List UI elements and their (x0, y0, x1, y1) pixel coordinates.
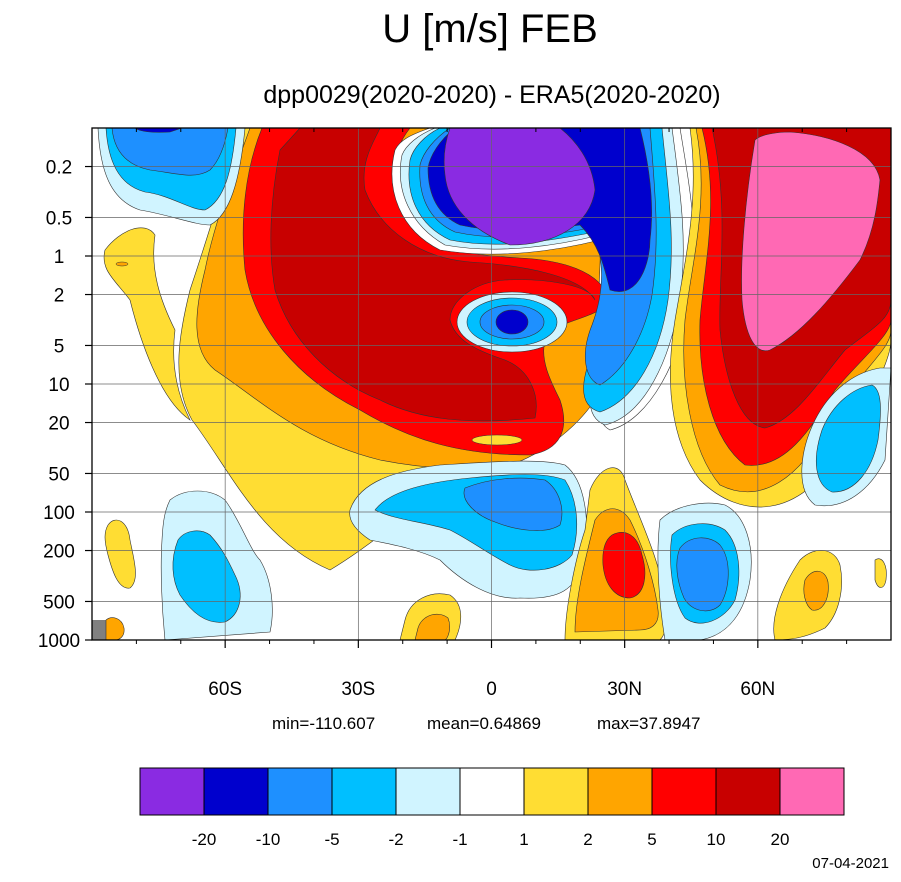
x-tick-label: 30N (607, 679, 642, 700)
y-tick-label: 0.5 (46, 208, 72, 229)
colorbar-label: -2 (388, 830, 403, 849)
colorbar-swatch (651, 767, 717, 816)
y-tick-label: 0.2 (46, 158, 72, 179)
x-tick-label: 60N (740, 679, 775, 700)
region-eq-yellow-streak (471, 434, 523, 446)
colorbar-swatch (203, 767, 269, 816)
grid-lines (92, 128, 891, 640)
colorbar: -20 -10 -5 -2 -1 1 2 5 10 20 (139, 767, 845, 849)
colorbar-label: 10 (707, 830, 726, 849)
colorbar-label: -1 (452, 830, 467, 849)
colorbar-label: -20 (192, 830, 217, 849)
stats-min: min=-110.607 (272, 714, 375, 733)
stats-line: min=-110.607 mean=0.64869 max=37.8947 (272, 714, 701, 733)
y-tick-label: 20 (48, 414, 69, 435)
region-nh-low2-blue (676, 537, 729, 612)
y-tick-label: 100 (43, 503, 75, 524)
colorbar-swatch (139, 767, 205, 816)
x-axis: 60S 30S 0 30N 60N (135, 128, 848, 700)
region-trop-blue (463, 477, 563, 531)
colorbar-label: 1 (519, 830, 528, 849)
x-tick-label: 30S (341, 679, 375, 700)
region-nh-edge-yellow (874, 558, 887, 588)
y-tick-label: 5 (54, 336, 65, 357)
region-vortex-darkblue (495, 309, 529, 335)
region-sh-upper-blue (111, 128, 229, 176)
colorbar-swatch (459, 767, 525, 816)
y-tick-label: 500 (43, 592, 75, 613)
colorbar-swatch (331, 767, 397, 816)
colorbar-swatch (715, 767, 781, 816)
y-tick-label: 2 (54, 286, 65, 307)
region-nh-jet-pink (741, 131, 881, 352)
region-sh-positive-darkred (270, 128, 596, 422)
region-nh-surface-orange (803, 570, 829, 611)
region-eq-negative-purple (443, 128, 596, 246)
y-tick-label: 50 (48, 464, 69, 485)
colorbar-swatch (587, 767, 653, 816)
stats-max: max=37.8947 (597, 714, 701, 733)
y-tick-label: 1000 (38, 631, 80, 652)
colorbar-label: -10 (256, 830, 281, 849)
colorbar-swatch (523, 767, 589, 816)
colorbar-label: 2 (583, 830, 592, 849)
y-tick-label: 10 (48, 375, 69, 396)
y-axis: 0.2 0.5 1 2 5 10 20 50 100 200 500 1000 (38, 158, 92, 652)
region-mid-surface-orange (414, 613, 450, 640)
x-tick-label: 60S (208, 679, 242, 700)
region-nh-low-red (602, 532, 646, 599)
colorbar-label: 20 (771, 830, 790, 849)
y-tick-label: 1 (54, 247, 65, 268)
x-tick-label: 0 (486, 679, 497, 700)
colorbar-swatch (779, 767, 845, 816)
chart-subtitle: dpp0029(2020-2020) - ERA5(2020-2020) (263, 81, 720, 109)
y-tick-label: 200 (43, 542, 75, 563)
colorbar-label: -5 (324, 830, 339, 849)
chart-title: U [m/s] FEB (382, 7, 598, 51)
region-sh-upper-darkblue (134, 128, 183, 133)
colorbar-swatch (395, 767, 461, 816)
stats-mean: mean=0.64869 (427, 714, 541, 733)
region-sh-surface-yellow (104, 519, 136, 589)
region-sh-low-cyan (172, 530, 241, 623)
region-sh-small-orange (115, 261, 129, 267)
missing-data-patch (92, 620, 106, 640)
colorbar-swatch (267, 767, 333, 816)
date-stamp: 07-04-2021 (812, 855, 889, 872)
region-sh-positive-yellow-left (103, 227, 191, 421)
colorbar-label: 5 (647, 830, 656, 849)
